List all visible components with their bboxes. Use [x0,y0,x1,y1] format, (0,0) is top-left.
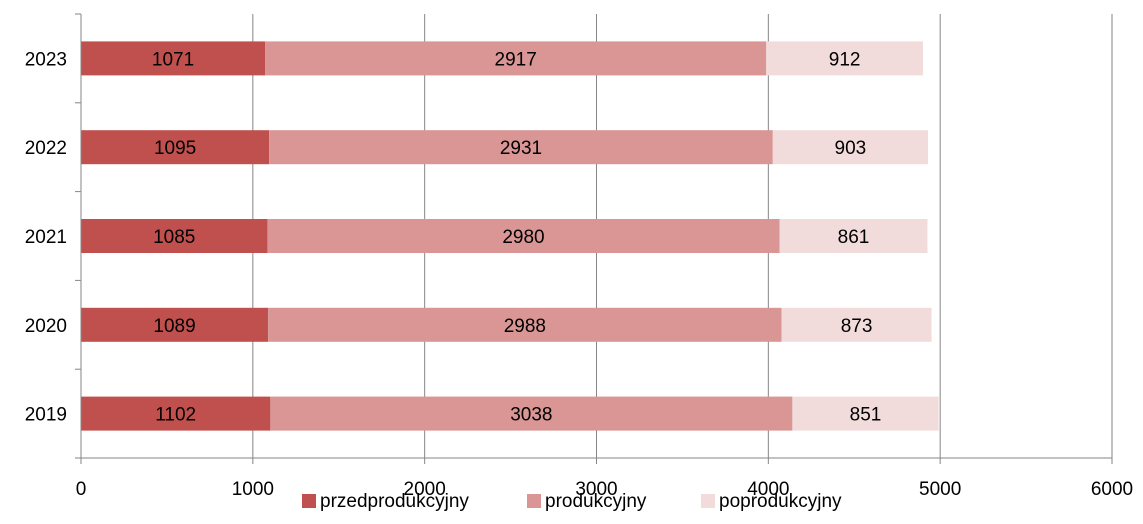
bar-segment [766,41,923,76]
legend-label: poprodukcyjny [719,491,842,512]
bar-segment [779,219,928,253]
bar-segment [270,396,793,431]
y-axis-tick-labels: 2019 2020 2021 2022 2023 [25,49,67,425]
data-label: 1071 [152,49,194,70]
x-tick-label: 6000 [1091,479,1133,500]
bar-segment [81,396,271,431]
y-tick-label: 2021 [25,227,67,248]
data-label: 2917 [495,49,537,70]
x-tick-label: 1000 [232,479,274,500]
bar-segment [81,41,266,76]
data-label: 3038 [510,405,552,426]
bar-segment [81,130,270,165]
x-axis-tick-labels: 0 1000 2000 3000 4000 5000 6000 [76,479,1133,500]
y-tick-label: 2023 [25,49,67,70]
data-label: 2931 [500,138,542,159]
legend-swatch [302,494,316,508]
legend: przedprodukcyjny produkcyjny poprodukcyjny [302,491,842,512]
data-label: 1102 [155,405,196,426]
data-label: 903 [835,138,867,159]
data-label: 873 [841,316,873,337]
bar-segment [792,396,939,431]
bar-segment [265,41,767,76]
legend-swatch [701,494,715,508]
data-label: 912 [829,49,861,70]
bar-segment [268,307,782,342]
data-label: 1085 [153,227,195,248]
bars [81,41,939,431]
data-labels: 1102 3038 851 1089 2988 873 1085 2980 861 1095 293… [152,49,881,425]
x-tick-label: 3000 [575,479,617,500]
y-tick-label: 2020 [25,316,67,337]
legend-label: produkcyjny [545,491,647,512]
axes [75,13,1113,464]
data-label: 1095 [154,138,196,159]
bar-segment [81,307,269,342]
bar-segment [81,219,268,253]
bar-segment [269,130,773,165]
bar-segment [781,307,932,342]
y-tick-label: 2022 [25,138,67,159]
data-label: 2980 [502,227,544,248]
x-tick-label: 4000 [747,479,789,500]
bar-segment [772,130,928,165]
data-label: 2988 [504,316,546,337]
data-label: 1089 [153,316,195,337]
x-tick-label: 5000 [919,479,961,500]
data-label: 851 [850,405,882,426]
x-tick-label: 0 [76,479,87,500]
data-label: 861 [838,227,870,248]
bar-segment [267,219,780,253]
x-tick-label: 2000 [404,479,446,500]
legend-label: przedprodukcyjny [320,491,469,512]
legend-swatch [527,494,541,508]
y-tick-label: 2019 [25,405,67,426]
